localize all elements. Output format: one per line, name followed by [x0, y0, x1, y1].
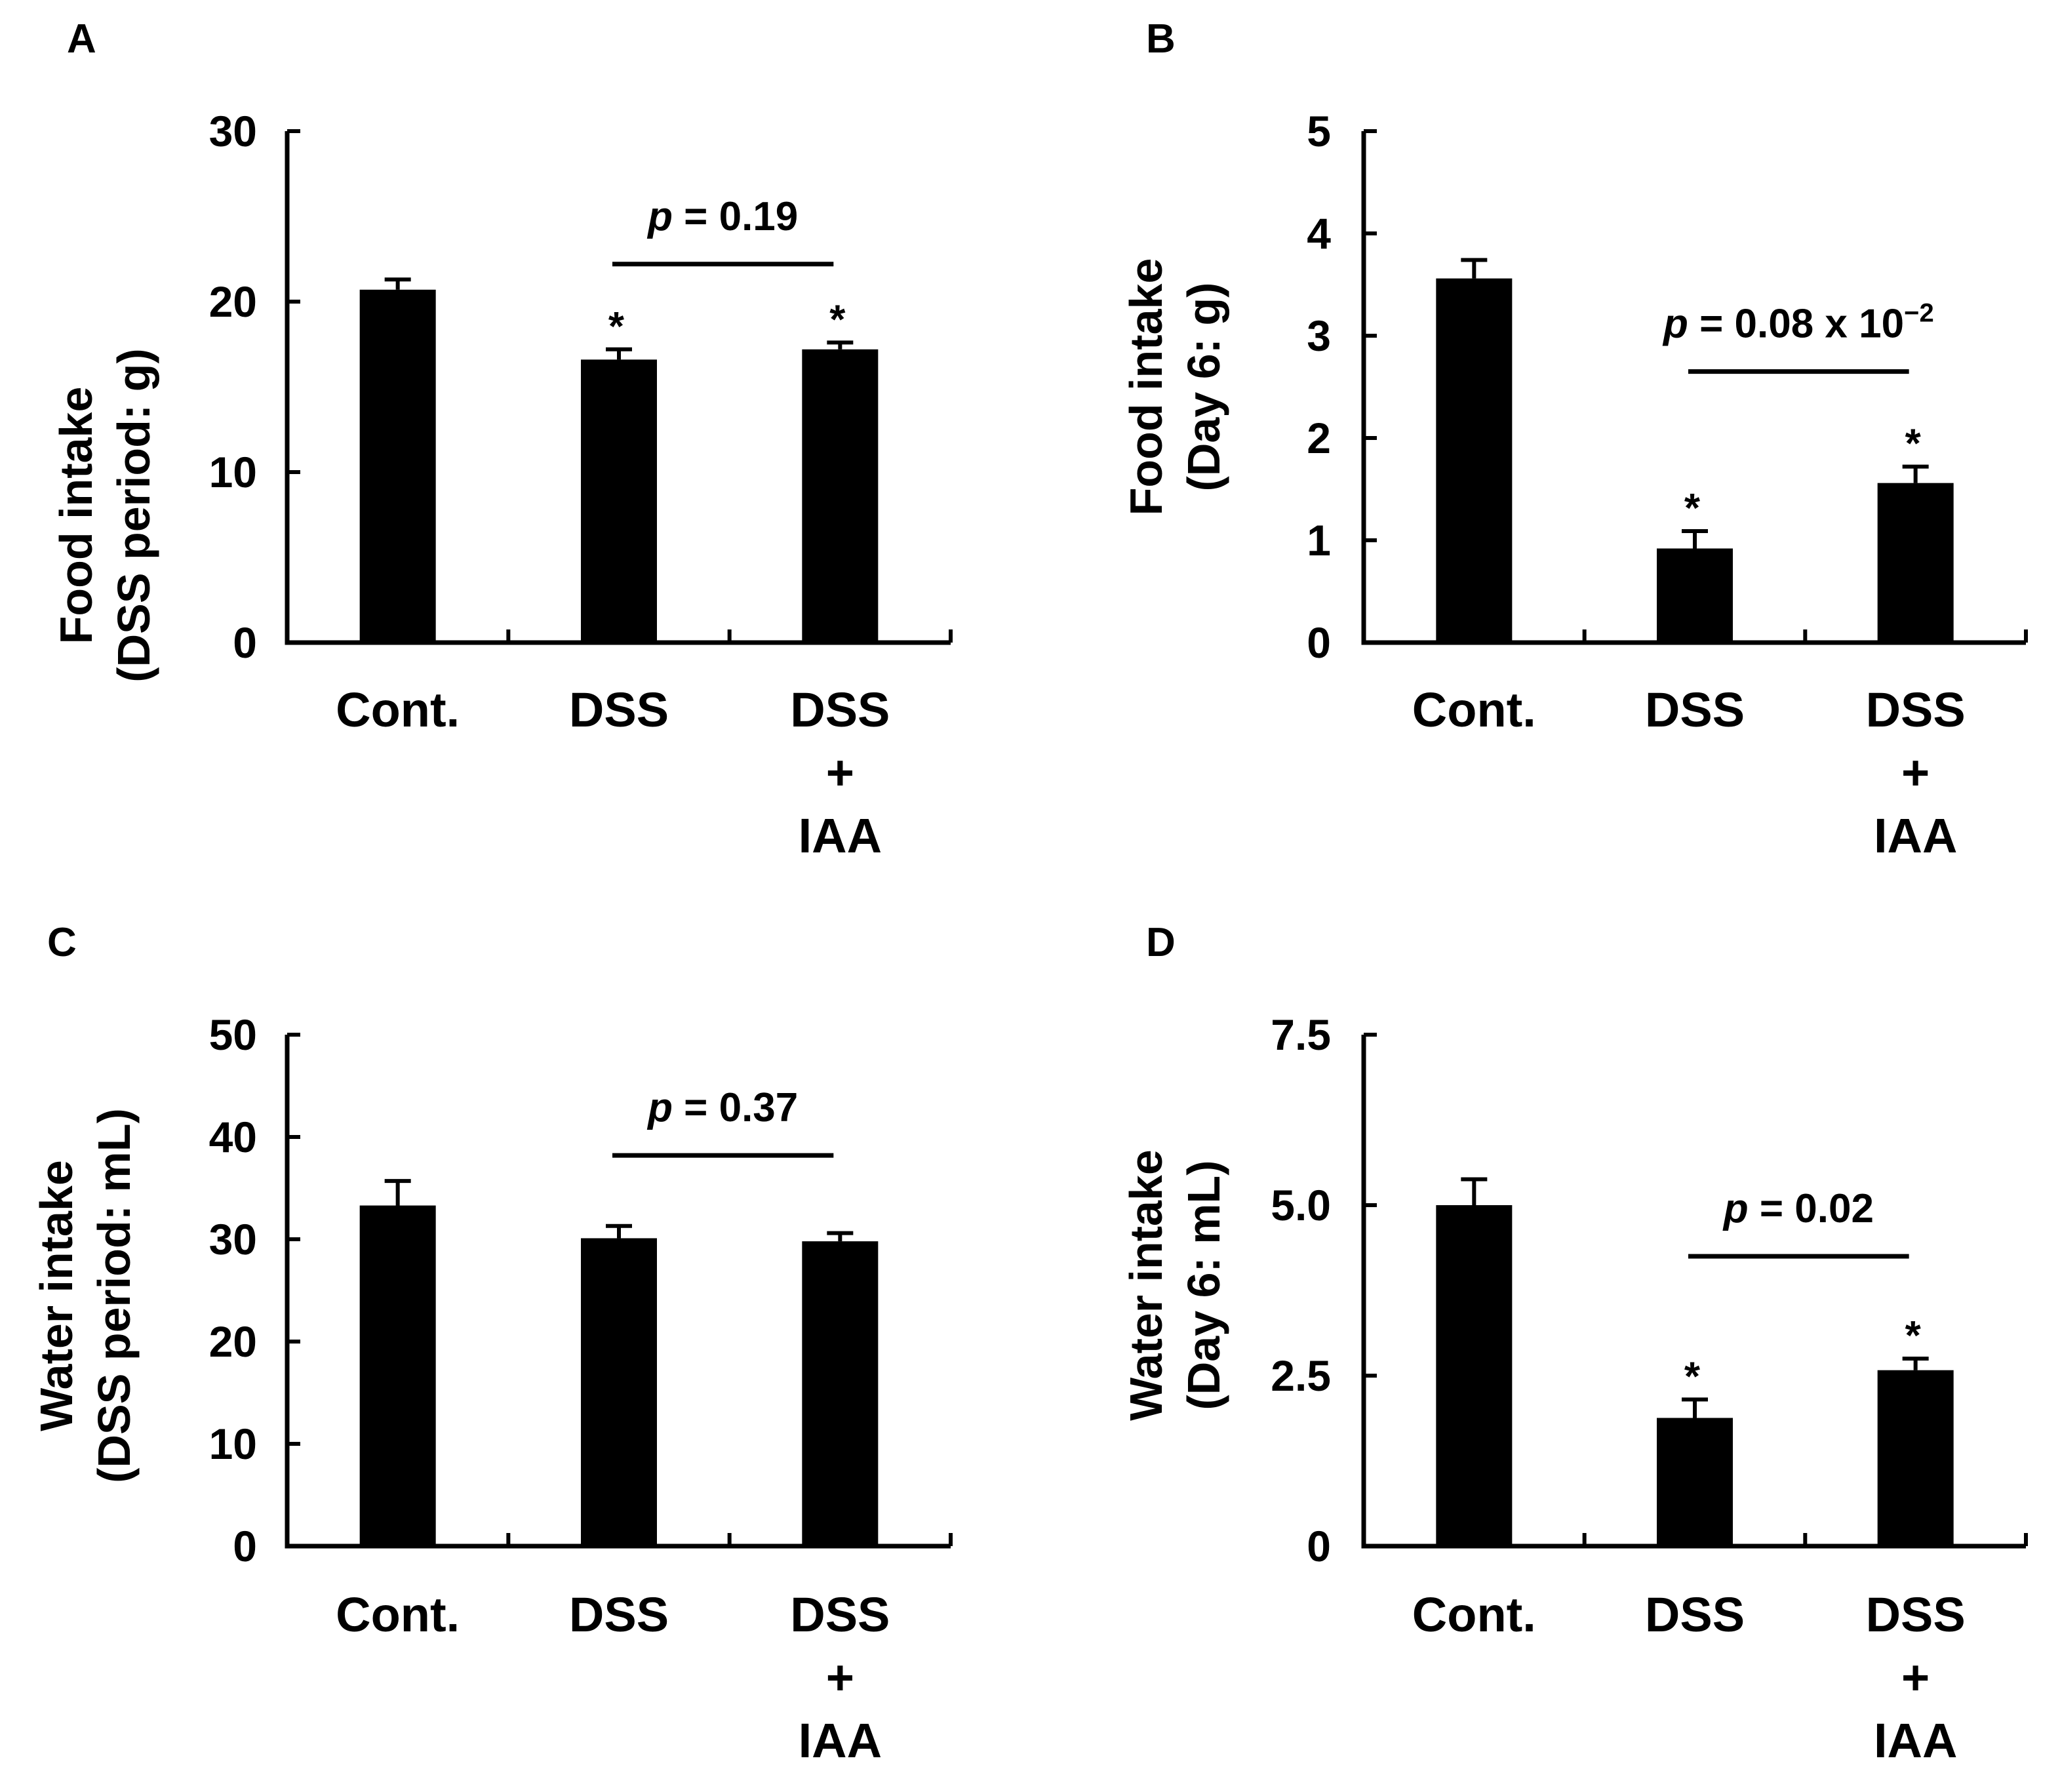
y-axis-label-line-2: (DSS period: g)	[108, 348, 159, 682]
y-axis-label: Water intake (Day 6: mL)	[1120, 1149, 1229, 1421]
y-tick-label: 20	[209, 277, 257, 326]
p-value-label: p = 0.37	[646, 1085, 798, 1130]
panel-letter: C	[47, 920, 77, 965]
y-tick-label: 5	[1307, 107, 1331, 155]
p-value-text: = 0.37	[673, 1085, 798, 1130]
p-value-text: = 0.02	[1749, 1186, 1874, 1231]
p-value-exponent: −2	[1904, 299, 1934, 328]
category-label: DSS	[569, 1587, 669, 1642]
category-label: +	[826, 746, 854, 800]
bar	[1657, 1418, 1733, 1546]
category-label: +	[1901, 746, 1930, 800]
category-label: +	[1901, 1650, 1930, 1705]
y-tick-label: 4	[1307, 209, 1331, 258]
category-label: Cont.	[1412, 1587, 1536, 1642]
panel-b: B Food intake (Day 6: g) 0 1 2 3 4 5 Cont. * DSS…	[1120, 16, 2028, 863]
bar	[1436, 278, 1513, 643]
bar	[581, 359, 657, 643]
panel-d: D Water intake (Day 6: mL) 0 2.5 5.0 7.5 Con…	[1120, 920, 2028, 1768]
y-tick-label: 1	[1307, 516, 1331, 565]
category-label: Cont.	[336, 683, 460, 737]
y-axis-label-line-2: (DSS period: mL)	[89, 1108, 140, 1483]
y-tick-label: 20	[209, 1317, 257, 1366]
significance-mark: *	[1905, 422, 1922, 467]
panel-a: A Food intake (DSS period: g) 0 10 20 30 Con…	[50, 16, 953, 863]
bar	[359, 289, 436, 643]
significance-mark: *	[1905, 1313, 1922, 1359]
p-value-symbol: p	[646, 194, 673, 239]
y-tick-label: 10	[209, 1420, 257, 1468]
category-label: DSS	[1866, 1587, 1966, 1642]
category-label: Cont.	[336, 1587, 460, 1642]
y-tick-label: 5.0	[1271, 1181, 1331, 1229]
bar	[1436, 1205, 1513, 1546]
panel-letter: B	[1146, 16, 1176, 62]
significance-mark: *	[829, 297, 846, 342]
y-axis-label: Water intake (DSS period: mL)	[31, 1108, 140, 1483]
category-label: IAA	[1874, 1713, 1957, 1768]
p-value-label: p = 0.08 x 10−2	[1662, 299, 1934, 347]
p-value-label: p = 0.19	[646, 194, 798, 239]
panel-letter: D	[1146, 920, 1176, 965]
y-tick-label: 30	[209, 1215, 257, 1264]
y-axis-label-line-1: Food intake	[50, 387, 102, 645]
y-tick-label: 7.5	[1271, 1010, 1331, 1059]
y-tick-label: 10	[209, 448, 257, 496]
y-tick-label: 40	[209, 1113, 257, 1161]
category-label: +	[826, 1650, 854, 1705]
y-tick-label: 0	[233, 1522, 257, 1570]
bar	[1657, 548, 1733, 643]
bar	[1877, 1370, 1954, 1546]
y-axis-label: Food intake (Day 6: g)	[1120, 258, 1229, 516]
y-tick-label: 50	[209, 1010, 257, 1059]
y-tick-label: 3	[1307, 311, 1331, 360]
y-tick-label: 0	[233, 618, 257, 667]
bar	[802, 1241, 879, 1546]
p-value-text: = 0.19	[673, 194, 798, 239]
p-value-text: = 0.08 x 10	[1688, 302, 1904, 347]
y-axis-label-line-2: (Day 6: mL)	[1178, 1160, 1229, 1410]
category-label: IAA	[1874, 808, 1957, 863]
y-tick-label: 0	[1307, 1522, 1331, 1570]
bar	[802, 349, 879, 643]
y-axis-label-line-1: Water intake	[31, 1160, 82, 1431]
significance-mark: *	[1684, 486, 1701, 531]
y-axis-label: Food intake (DSS period: g)	[50, 348, 159, 682]
p-value-label: p = 0.02	[1722, 1186, 1874, 1231]
category-label: IAA	[799, 1713, 882, 1768]
y-axis-label-line-2: (Day 6: g)	[1178, 283, 1229, 492]
category-label: IAA	[799, 808, 882, 863]
category-label: DSS	[1645, 1587, 1745, 1642]
y-tick-label: 2.5	[1271, 1351, 1331, 1400]
chart-marks: 0 10 20 30 Cont. * DSS * DSS + IAA p = 0.19	[209, 107, 953, 863]
y-tick-label: 0	[1307, 618, 1331, 667]
significance-mark: *	[1684, 1354, 1701, 1399]
significance-mark: *	[608, 304, 625, 349]
y-axis-label-line-1: Water intake	[1120, 1149, 1172, 1421]
y-axis-label-line-1: Food intake	[1120, 258, 1172, 516]
bar	[359, 1205, 436, 1546]
category-label: DSS	[790, 683, 890, 737]
p-value-symbol: p	[1662, 302, 1688, 347]
y-tick-label: 2	[1307, 414, 1331, 462]
category-label: DSS	[1866, 683, 1966, 737]
panel-letter: A	[67, 16, 96, 62]
category-label: DSS	[569, 683, 669, 737]
panel-c: C Water intake (DSS period: mL) 0 10 20 30 4…	[31, 920, 953, 1768]
category-label: Cont.	[1412, 683, 1536, 737]
chart-marks: 0 10 20 30 40 50 Cont. DSS DSS + IAA p = 0.37	[209, 1010, 953, 1768]
y-tick-label: 30	[209, 107, 257, 155]
category-label: DSS	[790, 1587, 890, 1642]
p-value-symbol: p	[1722, 1186, 1749, 1231]
bar	[581, 1238, 657, 1546]
chart-marks: 0 2.5 5.0 7.5 Cont. * DSS * DSS + IAA p = 0.02	[1271, 1010, 2028, 1768]
p-value-symbol: p	[646, 1085, 673, 1130]
category-label: DSS	[1645, 683, 1745, 737]
chart-marks: 0 1 2 3 4 5 Cont. * DSS * DSS + IAA p = 0.08 x 10−2	[1307, 107, 2028, 863]
bar	[1877, 483, 1954, 643]
